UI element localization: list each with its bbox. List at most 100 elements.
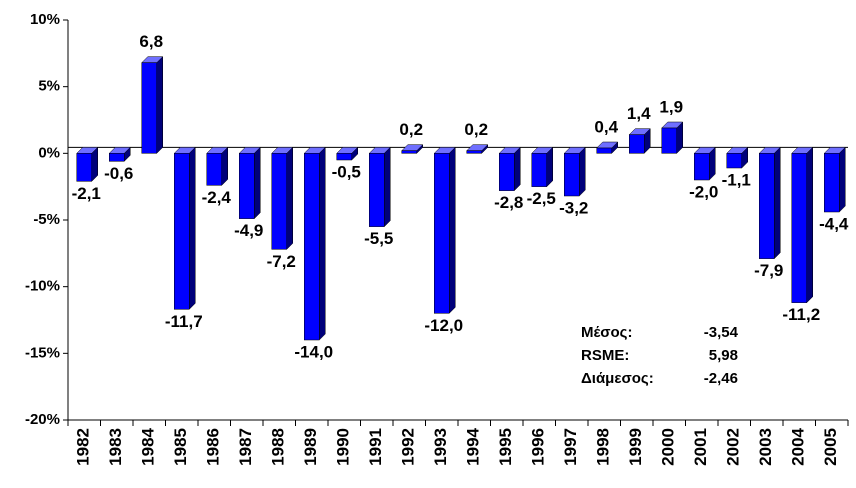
y-tick-label: 0%: [38, 144, 60, 161]
value-label: 6,8: [139, 32, 163, 51]
x-tick-label: 1991: [366, 428, 385, 466]
value-label: -11,2: [782, 305, 820, 324]
x-tick-label: 2004: [789, 427, 808, 465]
x-tick-label: 2002: [724, 428, 743, 466]
x-tick-label: 1999: [626, 428, 645, 466]
bar: [271, 153, 287, 250]
x-tick-label: 1985: [171, 428, 190, 466]
annotation-value: 5,98: [709, 347, 738, 364]
bar: [369, 153, 385, 227]
value-label: 0,2: [399, 120, 423, 139]
value-label: -2,0: [689, 182, 718, 201]
bar: [109, 153, 125, 162]
value-label: -0,6: [104, 164, 133, 183]
value-label: 0,2: [464, 120, 488, 139]
value-label: -7,2: [267, 252, 296, 271]
bar: [726, 153, 742, 169]
annotation-label: Μέσος:: [581, 324, 632, 341]
annotation-value: -3,54: [704, 324, 739, 341]
value-label: -12,0: [424, 316, 463, 335]
bar: [466, 150, 482, 154]
x-tick-label: 1984: [139, 427, 158, 465]
x-tick-label: 1983: [106, 428, 125, 466]
bar-side: [546, 146, 553, 188]
bar: [239, 153, 255, 219]
bar-side: [449, 146, 456, 314]
bar-side: [806, 146, 813, 304]
bar: [759, 153, 775, 259]
bar-side: [319, 146, 326, 341]
value-label: -2,5: [527, 189, 556, 208]
bar: [531, 153, 547, 187]
bar: [629, 134, 645, 154]
annotation-label: Διάμεσος:: [581, 370, 654, 387]
bar: [206, 153, 222, 186]
bar: [499, 153, 515, 191]
bar-side: [221, 146, 228, 186]
bar: [661, 127, 677, 154]
bar-side: [156, 56, 163, 154]
x-tick-label: 1987: [236, 428, 255, 466]
bar: [694, 153, 710, 181]
bar-side: [774, 146, 781, 260]
value-label: -3,2: [559, 198, 588, 217]
x-tick-label: 1997: [561, 428, 580, 466]
annotation-label: RSME:: [581, 347, 629, 364]
bar-side: [514, 146, 521, 192]
x-tick-label: 1988: [269, 428, 288, 466]
bar-side: [189, 146, 196, 310]
x-tick-label: 2000: [659, 428, 678, 466]
x-tick-label: 2005: [821, 428, 840, 466]
value-label: -4,9: [234, 221, 263, 240]
bar: [596, 147, 612, 154]
x-tick-label: 1998: [594, 428, 613, 466]
y-tick-label: -5%: [33, 211, 60, 228]
bar: [824, 153, 840, 213]
value-label: -7,9: [754, 261, 783, 280]
annotation-value: -2,46: [704, 370, 738, 387]
bar: [336, 153, 352, 161]
y-tick-label: -20%: [25, 411, 60, 428]
value-label: -2,4: [202, 188, 232, 207]
bar-side: [839, 146, 846, 213]
value-label: -0,5: [332, 162, 361, 181]
value-label: 1,4: [627, 104, 651, 123]
value-label: -2,1: [72, 184, 101, 203]
bar: [76, 153, 92, 182]
value-label: -11,7: [165, 312, 203, 331]
value-label: -4,4: [819, 214, 849, 233]
value-label: -5,5: [364, 229, 393, 248]
bar: [434, 153, 450, 314]
bar: [141, 62, 157, 154]
bar: [564, 153, 580, 197]
bar: [791, 153, 807, 303]
bar: [401, 150, 417, 154]
x-tick-label: 1992: [399, 428, 418, 466]
x-tick-label: 1996: [529, 428, 548, 466]
x-tick-label: 2003: [756, 428, 775, 466]
bar-side: [286, 146, 293, 250]
x-tick-label: 2001: [691, 428, 710, 466]
value-label: 1,9: [659, 97, 683, 116]
y-tick-label: -10%: [25, 278, 60, 295]
x-tick-label: 1995: [496, 428, 515, 466]
x-tick-label: 1982: [74, 428, 93, 466]
x-tick-label: 1990: [334, 428, 353, 466]
value-label: -2,8: [494, 193, 523, 212]
bar-side: [579, 146, 586, 197]
y-tick-label: -15%: [25, 344, 60, 361]
y-tick-label: 5%: [38, 78, 60, 95]
value-label: -1,1: [722, 170, 751, 189]
x-tick-label: 1993: [431, 428, 450, 466]
y-tick-label: 10%: [30, 11, 60, 28]
value-label: -14,0: [294, 342, 333, 361]
bar-side: [254, 146, 261, 220]
bar: [174, 153, 190, 310]
bar: [304, 153, 320, 341]
value-label: 0,4: [594, 117, 618, 136]
bar-side: [384, 146, 391, 228]
x-tick-label: 1986: [204, 428, 223, 466]
x-tick-label: 1994: [464, 427, 483, 465]
x-tick-label: 1989: [301, 428, 320, 466]
